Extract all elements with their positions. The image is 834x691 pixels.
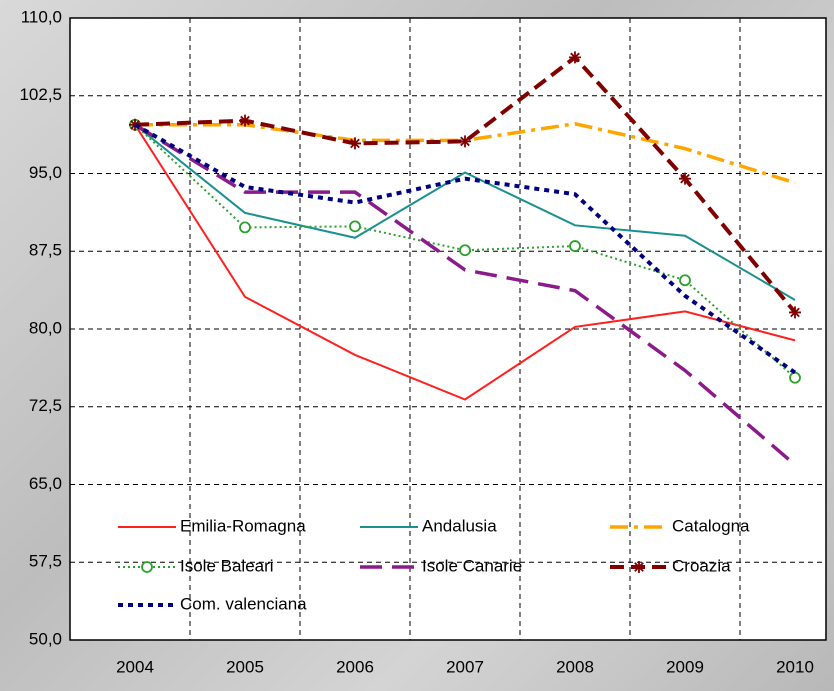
y-tick-label: 65,0 [29, 474, 62, 493]
legend-item: Com. valenciana [118, 594, 307, 613]
marker [141, 561, 153, 573]
legend-item: Isole Canarie [360, 556, 522, 575]
y-tick-label: 87,5 [29, 241, 62, 260]
y-tick-label: 72,5 [29, 396, 62, 415]
marker [569, 51, 581, 64]
x-tick-label: 2008 [556, 657, 594, 676]
legend-item: Andalusia [360, 516, 497, 535]
marker [239, 221, 251, 234]
marker [679, 274, 691, 287]
y-tick-label: 80,0 [29, 318, 62, 337]
marker [349, 220, 361, 233]
x-tick-label: 2006 [336, 657, 374, 676]
legend-label: Catalogna [672, 516, 750, 535]
legend-item: Croazia [610, 556, 731, 575]
marker [459, 135, 471, 148]
series-line [134, 124, 796, 401]
legend-item: Catalogna [610, 516, 750, 535]
marker [679, 172, 691, 185]
marker [239, 114, 251, 127]
y-tick-label: 110,0 [21, 7, 62, 26]
series-line [134, 123, 797, 375]
marker [633, 561, 645, 573]
marker [789, 306, 801, 319]
x-tick-label: 2005 [226, 657, 264, 676]
y-tick-label: 50,0 [29, 629, 62, 648]
legend-label: Isole Baleari [180, 556, 274, 575]
legend-label: Emilia-Romagna [180, 516, 306, 535]
y-tick-label: 57,5 [29, 552, 62, 571]
x-tick-label: 2009 [666, 657, 704, 676]
marker [789, 371, 801, 384]
y-tick-label: 95,0 [29, 163, 62, 182]
legend-item: Isole Baleari [118, 556, 274, 575]
legend-item: Emilia-Romagna [118, 516, 306, 535]
marker [349, 137, 361, 150]
legend-label: Croazia [672, 556, 731, 575]
legend-label: Isole Canarie [422, 556, 522, 575]
x-tick-label: 2010 [776, 657, 814, 676]
y-tick-label: 102,5 [19, 85, 62, 104]
marker [459, 244, 471, 257]
x-tick-label: 2004 [116, 657, 154, 676]
legend: Emilia-Romagna Andalusia Catalogna Isole Ba… [118, 516, 750, 613]
legend-label: Andalusia [422, 516, 497, 535]
marker [569, 240, 581, 252]
series-line [134, 123, 797, 467]
legend-label: Com. valenciana [180, 594, 307, 613]
series-line [134, 123, 796, 301]
x-tick-label: 2007 [446, 657, 484, 676]
